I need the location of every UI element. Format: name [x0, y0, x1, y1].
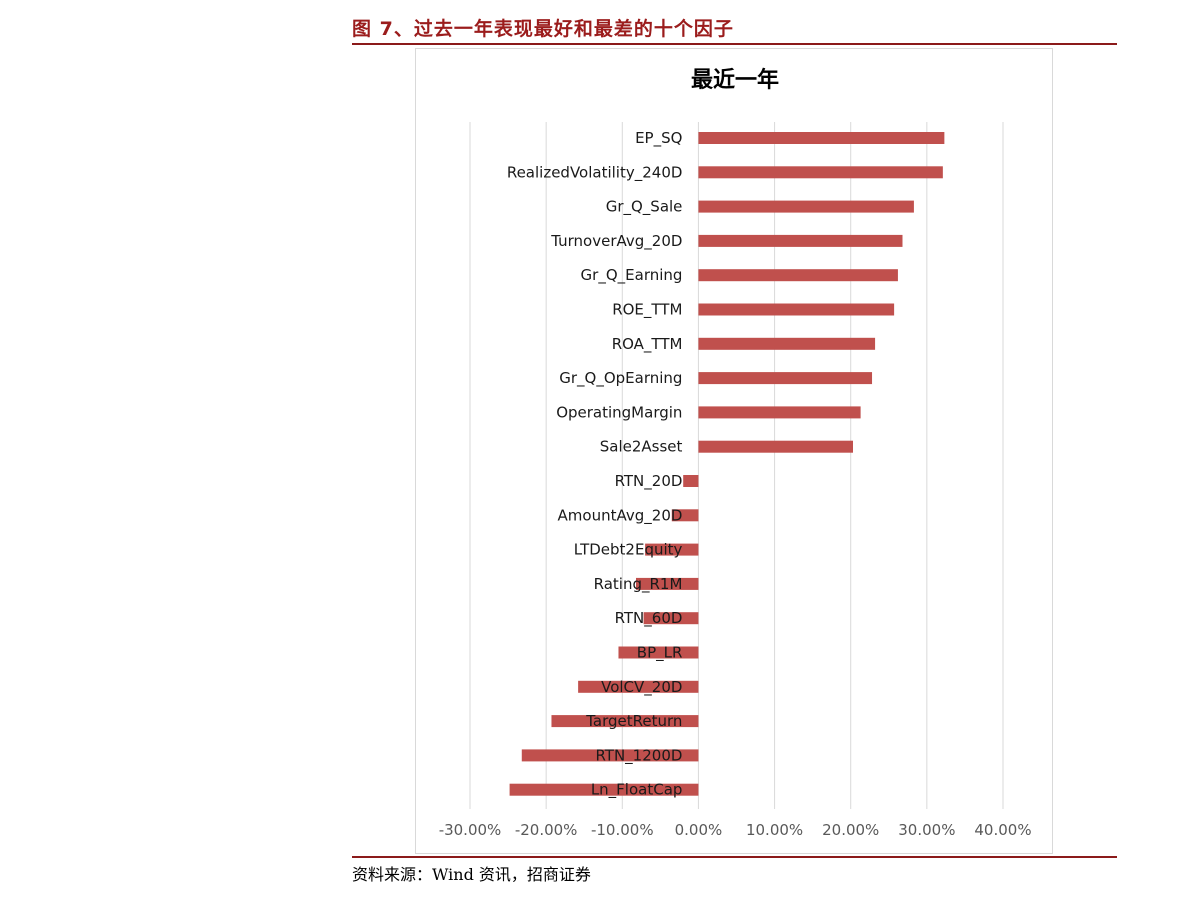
bar [635, 577, 699, 590]
bar-layer [509, 132, 945, 796]
bar [698, 337, 876, 350]
bar [698, 406, 861, 419]
bar [509, 783, 699, 796]
category-label: Gr_Q_Earning [581, 266, 683, 285]
x-tick-label: -20.00% [515, 821, 578, 839]
top-rule [352, 43, 1117, 45]
category-label: RTN_1200D [595, 746, 682, 765]
category-label: ROA_TTM [612, 335, 683, 354]
bar [698, 166, 943, 179]
category-label-layer: EP_SQ RealizedVolatility_240D Gr_Q_Sale Tur… [507, 129, 683, 800]
bar-chart: EP_SQ RealizedVolatility_240D Gr_Q_Sale Tur… [439, 67, 1032, 839]
category-label: TargetReturn [585, 712, 682, 730]
bar [521, 749, 699, 762]
category-label: Ln_FloatCap [591, 781, 683, 800]
bar [551, 715, 699, 728]
figure-title: 图 7、过去一年表现最好和最差的十个因子 [352, 18, 734, 40]
category-label: RTN_20D [615, 472, 683, 491]
category-label: TurnoverAvg_20D [550, 232, 682, 251]
category-label: EP_SQ [635, 129, 682, 148]
category-label: LTDebt2Equity [574, 541, 683, 559]
bar [698, 234, 903, 247]
category-label: AmountAvg_20D [558, 506, 683, 525]
category-label: Gr_Q_Sale [606, 198, 683, 217]
bar [698, 303, 895, 316]
x-tick-label: 0.00% [675, 821, 723, 839]
bar [645, 543, 699, 556]
bar [698, 440, 853, 453]
x-tick-label: 40.00% [974, 821, 1031, 839]
source-note: 资料来源：Wind 资讯，招商证券 [352, 865, 591, 884]
bar [698, 372, 873, 385]
x-tick-label: -10.00% [591, 821, 654, 839]
category-label: VolCV_20D [601, 678, 682, 697]
bar [643, 612, 699, 625]
category-label: ROE_TTM [612, 301, 682, 320]
category-label: RTN_60D [615, 609, 683, 628]
bar [671, 509, 699, 522]
category-label: Gr_Q_OpEarning [559, 369, 682, 388]
bar [698, 269, 898, 282]
category-label: Rating_R1M [594, 575, 683, 594]
tick-label-layer: -30.00% -20.00% -10.00% 0.00% 10.00% 20.00% 30… [439, 821, 1032, 839]
x-tick-label: 30.00% [898, 821, 955, 839]
chart-title: 最近一年 [691, 67, 779, 93]
x-tick-label: -30.00% [439, 821, 502, 839]
category-label: RealizedVolatility_240D [507, 163, 683, 182]
x-tick-label: 20.00% [822, 821, 879, 839]
bar [698, 200, 914, 213]
bar [683, 475, 699, 487]
x-tick-label: 10.00% [746, 821, 803, 839]
bar [578, 680, 699, 693]
bar [698, 132, 945, 144]
category-label: OperatingMargin [556, 403, 682, 421]
grid-layer [469, 122, 1004, 809]
category-label: BP_LR [637, 644, 683, 663]
bottom-rule [352, 856, 1117, 858]
bar [618, 646, 699, 659]
chart-frame: EP_SQ RealizedVolatility_240D Gr_Q_Sale Tur… [415, 48, 1053, 854]
category-label: Sale2Asset [600, 438, 683, 456]
